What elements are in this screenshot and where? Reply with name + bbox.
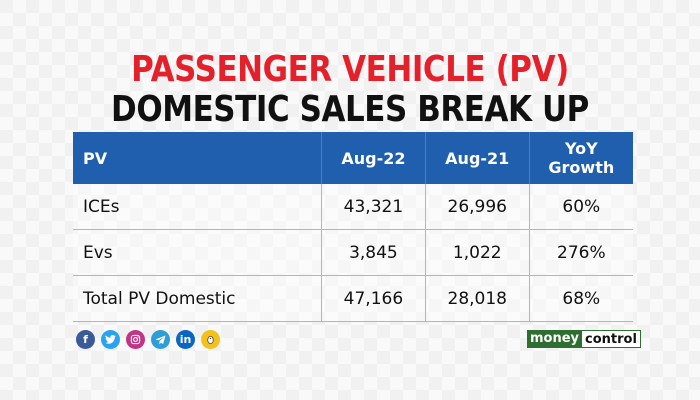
facebook-icon[interactable]: f bbox=[76, 330, 95, 349]
row-label: Evs bbox=[73, 229, 322, 276]
social-links: f in bbox=[76, 330, 220, 349]
column-header-pv: PV bbox=[73, 132, 322, 184]
column-header-aug-22: Aug-22 bbox=[321, 132, 426, 184]
column-header-aug-21: Aug-21 bbox=[425, 132, 530, 184]
title-block: PASSENGER VEHICLE (PV) DOMESTIC SALES BR… bbox=[0, 50, 700, 130]
cell-yoy-growth: 68% bbox=[529, 275, 633, 322]
column-header-yoy-growth: YoY Growth bbox=[529, 132, 633, 184]
koo-icon[interactable] bbox=[201, 330, 220, 349]
linkedin-icon[interactable]: in bbox=[176, 330, 195, 349]
logo-money-part: money bbox=[527, 330, 583, 348]
table-header-row: PV Aug-22 Aug-21 YoY Growth bbox=[73, 132, 633, 184]
cell-aug-21: 26,996 bbox=[425, 184, 530, 230]
cell-aug-21: 1,022 bbox=[425, 229, 530, 276]
table-row: Total PV Domestic 47,166 28,018 68% bbox=[73, 275, 633, 322]
sales-table: PV Aug-22 Aug-21 YoY Growth ICEs 43,321 … bbox=[73, 132, 633, 322]
page-title-line1: PASSENGER VEHICLE (PV) bbox=[131, 49, 569, 90]
cell-aug-21: 28,018 bbox=[425, 275, 530, 322]
twitter-icon[interactable] bbox=[101, 330, 120, 349]
table-row: Evs 3,845 1,022 276% bbox=[73, 229, 633, 276]
table-row: ICEs 43,321 26,996 60% bbox=[73, 184, 633, 230]
cell-yoy-growth: 276% bbox=[529, 229, 633, 276]
moneycontrol-logo: money control bbox=[527, 330, 641, 348]
cell-aug-22: 3,845 bbox=[321, 229, 426, 276]
instagram-icon[interactable] bbox=[126, 330, 145, 349]
telegram-icon[interactable] bbox=[151, 330, 170, 349]
cell-aug-22: 47,166 bbox=[321, 275, 426, 322]
cell-yoy-growth: 60% bbox=[529, 184, 633, 230]
row-label: Total PV Domestic bbox=[73, 275, 322, 322]
row-label: ICEs bbox=[73, 184, 322, 230]
cell-aug-22: 43,321 bbox=[321, 184, 426, 230]
logo-control-part: control bbox=[582, 330, 641, 348]
page-title-line2: DOMESTIC SALES BREAK UP bbox=[111, 89, 589, 130]
